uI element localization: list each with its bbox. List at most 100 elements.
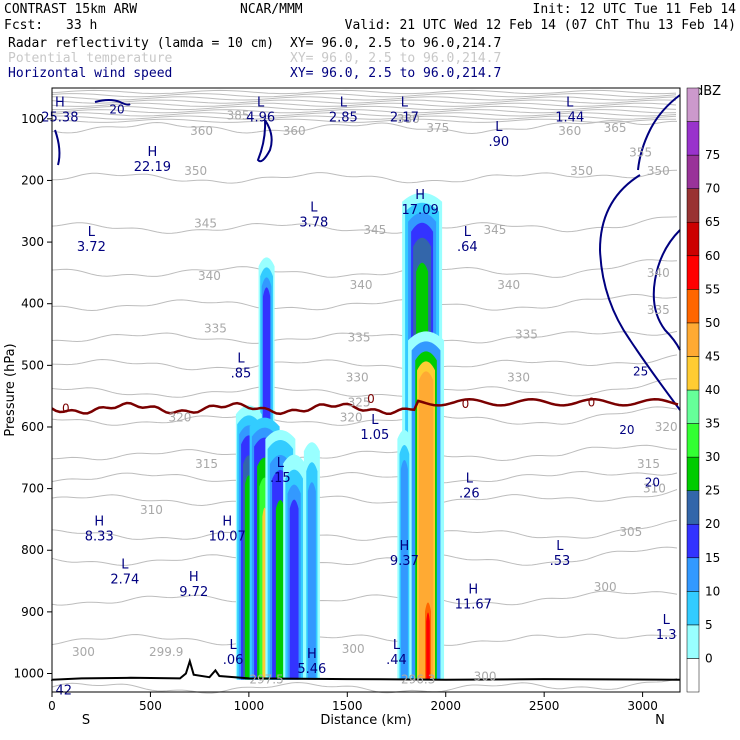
extremum-value: 9.37 xyxy=(390,554,419,569)
theta-label: 345 xyxy=(483,223,506,237)
wind-contour xyxy=(652,229,681,351)
theta-contour xyxy=(51,590,678,607)
theta-label: 350 xyxy=(184,164,207,178)
colorbar-swatch xyxy=(686,389,700,424)
fcst-value: 33 h xyxy=(66,18,97,33)
extremum-kind: H xyxy=(148,145,158,160)
theta-label: 325 xyxy=(348,395,371,409)
colorbar-tick-label: 40 xyxy=(705,383,720,397)
extremum-kind: H xyxy=(468,582,478,597)
colorbar-tick-label: 15 xyxy=(705,551,720,565)
freezing-label: 0 xyxy=(462,397,470,411)
fcst-label: Fcst: xyxy=(4,18,43,33)
center-label: NCAR/MMM xyxy=(240,2,303,17)
x-tick-label: 2500 xyxy=(529,699,560,713)
theta-label: 310 xyxy=(140,503,163,517)
extremum-value: .15 xyxy=(270,471,291,486)
extremum-value: 10.07 xyxy=(209,530,246,545)
field-1-name: Radar reflectivity (lamda = 10 cm) xyxy=(8,36,274,51)
y-tick-label: 100 xyxy=(21,112,44,126)
theta-contour xyxy=(51,216,678,234)
reflectivity-cell xyxy=(289,499,299,680)
extremum-value: 1.44 xyxy=(555,110,584,125)
theta-contour xyxy=(51,354,678,372)
theta-label: 320 xyxy=(169,411,192,425)
y-axis: 100 200 300 400 500 600 700 800 900 1000 xyxy=(13,112,52,681)
theta-contour xyxy=(51,678,678,694)
theta-label: 340 xyxy=(350,278,373,292)
colorbar-tick-label: 50 xyxy=(705,316,720,330)
colorbar-swatch xyxy=(686,523,700,559)
theta-label: 315 xyxy=(637,457,660,471)
wind-label: 20 xyxy=(619,423,634,437)
extremum-value: 17.09 xyxy=(402,203,439,218)
x-tick-label: 1000 xyxy=(234,699,265,713)
terrain-line xyxy=(51,657,681,681)
wind-contour xyxy=(256,119,273,163)
colorbar-swatch xyxy=(686,456,700,491)
freezing-label: 0 xyxy=(62,401,70,415)
extremum-kind: L xyxy=(121,558,129,573)
theta-label: 345 xyxy=(194,217,217,231)
extremum-kind: L xyxy=(393,638,401,653)
theta-contour xyxy=(51,119,677,135)
extremum-value: .85 xyxy=(231,366,252,381)
theta-contour xyxy=(51,102,677,107)
theta-label: 335 xyxy=(204,321,227,335)
extremum-value: 25.38 xyxy=(41,110,78,125)
colorbar-swatch xyxy=(686,356,700,391)
y-tick-label: 200 xyxy=(21,173,44,187)
wind-labels: 20 25 20 20 xyxy=(109,103,660,490)
theta-contour xyxy=(51,109,677,114)
colorbar-swatch xyxy=(686,658,700,693)
theta-label: 320 xyxy=(655,420,678,434)
reflectivity-cell xyxy=(418,371,434,680)
extremum-value: 8.33 xyxy=(85,530,114,545)
extremum-kind: L xyxy=(401,95,409,110)
wind-label: 20 xyxy=(645,475,660,489)
theta-label: 297.5 xyxy=(249,673,283,687)
x-tick-label: 500 xyxy=(139,699,162,713)
wind-label: 25 xyxy=(633,365,648,379)
init-time: Init: 12 UTC Tue 11 Feb 14 xyxy=(533,2,737,17)
extremum-kind: H xyxy=(55,95,65,110)
extremum-kind: L xyxy=(466,471,474,486)
theta-label: 355 xyxy=(629,146,652,160)
reflectivity-field xyxy=(235,192,445,680)
colorbar-unit: dBZ xyxy=(695,84,721,99)
theta-label: 300 xyxy=(72,645,95,659)
extremum-kind: H xyxy=(415,188,425,203)
theta-label: 380 xyxy=(397,112,420,126)
extrema-labels: H25.38L4.96L2.85L2.17L1.44L.90H22.19L3.7… xyxy=(41,95,676,698)
theta-label: 360 xyxy=(190,124,213,138)
theta-label: 350 xyxy=(570,164,593,178)
theta-label: 300 xyxy=(594,580,617,594)
wind-contours xyxy=(54,94,681,411)
theta-label: 310 xyxy=(643,482,666,496)
x-tick-label: 0 xyxy=(48,699,56,713)
colorbar-swatch xyxy=(686,289,700,324)
theta-label: 375 xyxy=(426,121,449,135)
theta-contour xyxy=(51,444,678,462)
colorbar-swatch xyxy=(686,591,700,626)
reflectivity-cell xyxy=(307,482,316,680)
theta-contour xyxy=(51,93,677,98)
theta-label: 340 xyxy=(497,278,520,292)
theta-contour xyxy=(51,259,678,278)
model-title: CONTRAST 15km ARW xyxy=(4,2,137,17)
theta-label: 340 xyxy=(198,269,221,283)
y-tick-label: 900 xyxy=(21,605,44,619)
theta-label: 340 xyxy=(647,266,670,280)
extremum-value: 3.78 xyxy=(299,215,328,230)
x-axis-title: Distance (km) xyxy=(320,713,411,728)
colorbar-swatch xyxy=(686,624,700,659)
y-tick-label: 700 xyxy=(21,482,44,496)
colorbar-tick-label: 75 xyxy=(705,148,720,162)
x-axis: 0 500 1000 1500 2000 2500 3000 xyxy=(48,692,658,713)
extremum-value: 11.67 xyxy=(455,597,492,612)
extremum-value: 4.96 xyxy=(246,110,275,125)
theta-label: 335 xyxy=(348,331,371,345)
theta-contour xyxy=(51,169,678,184)
theta-label: 335 xyxy=(515,328,538,342)
